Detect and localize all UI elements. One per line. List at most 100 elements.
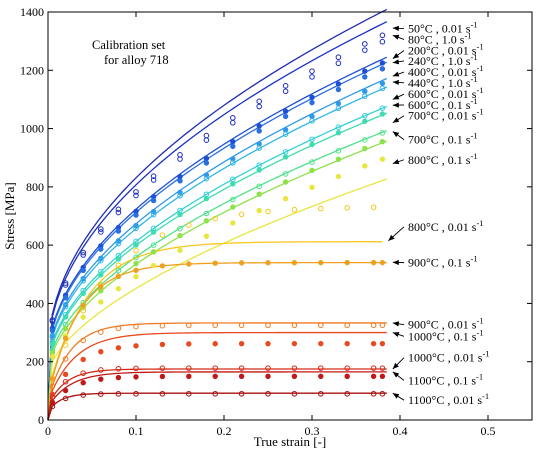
series-label-12: 900°C , 0.1 s-1 bbox=[408, 254, 478, 270]
series-label-main: 600°C , 0.1 s bbox=[408, 98, 471, 112]
data-point bbox=[133, 267, 139, 274]
data-point bbox=[62, 371, 69, 378]
data-point bbox=[177, 192, 183, 199]
model-curve-5 bbox=[47, 86, 388, 421]
data-point bbox=[379, 138, 386, 145]
series-label-main: 1100°C , 0.1 s bbox=[408, 373, 476, 387]
data-point bbox=[370, 322, 377, 329]
data-point bbox=[49, 399, 56, 406]
series-label-7: 600°C , 0.1 s-1 bbox=[408, 96, 478, 112]
data-point bbox=[230, 204, 236, 210]
series-label-9: 700°C , 0.1 s-1 bbox=[408, 131, 478, 147]
data-point bbox=[98, 329, 104, 335]
axes-layer: 0 0.1 0.2 0.3 0.4 0.5 0 200 400 600 800 1000 1200 140… bbox=[20, 5, 532, 438]
data-point bbox=[115, 240, 122, 247]
data-point bbox=[177, 232, 183, 239]
data-point bbox=[212, 373, 218, 379]
data-point bbox=[265, 365, 271, 371]
annotation-arrowhead bbox=[388, 234, 395, 241]
data-point bbox=[177, 247, 183, 254]
data-point bbox=[379, 32, 386, 39]
data-point bbox=[98, 391, 104, 397]
series-label-main: 900°C , 0.01 s bbox=[408, 318, 477, 332]
series-label-2: 200°C , 0.01 s-1 bbox=[408, 41, 484, 57]
series-label-sup: -1 bbox=[470, 151, 477, 161]
data-point bbox=[62, 295, 69, 301]
data-point bbox=[49, 327, 56, 333]
data-point bbox=[49, 318, 56, 324]
data-point bbox=[80, 267, 86, 274]
data-point bbox=[282, 88, 289, 95]
data-point bbox=[133, 365, 139, 372]
series-label-sup: -1 bbox=[482, 349, 489, 359]
model-curve-6 bbox=[47, 105, 388, 421]
series-label-4: 400°C , 0.01 s-1 bbox=[408, 63, 484, 79]
data-point bbox=[309, 94, 315, 100]
data-point bbox=[379, 80, 386, 87]
series-label-sup: -1 bbox=[476, 85, 483, 95]
data-point bbox=[212, 322, 218, 329]
data-point bbox=[379, 111, 386, 117]
data-point bbox=[256, 145, 263, 151]
data-point bbox=[49, 353, 56, 360]
data-point bbox=[335, 60, 342, 67]
data-point bbox=[379, 38, 386, 45]
data-point bbox=[282, 108, 289, 114]
series-label-main: 700°C , 0.1 s bbox=[408, 133, 471, 147]
series-label-1: 80°C , 1.0 s-1 bbox=[408, 30, 472, 46]
data-point bbox=[265, 208, 271, 215]
data-point bbox=[150, 229, 157, 235]
data-point bbox=[133, 225, 139, 232]
data-point bbox=[265, 340, 271, 347]
y-axis-title: Stress [MPa] bbox=[2, 182, 17, 250]
series-label-sup: -1 bbox=[482, 391, 489, 401]
series-label-0: 50°C , 0.01 s-1 bbox=[408, 20, 478, 36]
series-label-6: 600°C , 0.01 s-1 bbox=[408, 85, 484, 101]
data-point bbox=[203, 137, 210, 143]
data-point bbox=[49, 333, 56, 340]
data-point bbox=[159, 322, 166, 329]
data-point bbox=[159, 373, 166, 380]
series-label-main: 50°C , 0.01 s bbox=[408, 22, 471, 36]
y-tick-label: 400 bbox=[26, 296, 44, 310]
data-point bbox=[309, 184, 315, 191]
data-point bbox=[256, 183, 263, 190]
data-point bbox=[282, 196, 289, 202]
data-point bbox=[49, 341, 56, 347]
data-point bbox=[362, 74, 368, 80]
data-point bbox=[282, 83, 289, 89]
x-tick-label: 0.1 bbox=[129, 424, 144, 438]
points-layer bbox=[49, 32, 386, 410]
data-point bbox=[212, 341, 218, 347]
data-point bbox=[115, 285, 122, 292]
data-point bbox=[62, 387, 69, 394]
data-point bbox=[62, 395, 69, 402]
data-point bbox=[212, 260, 218, 266]
x-tick-label: 0 bbox=[45, 424, 51, 438]
data-point bbox=[238, 365, 245, 371]
data-point bbox=[379, 390, 386, 397]
data-point bbox=[49, 376, 56, 382]
data-point bbox=[256, 207, 262, 214]
data-point bbox=[230, 196, 236, 203]
x-tick-label: 0.3 bbox=[305, 424, 320, 438]
data-point bbox=[238, 340, 245, 347]
y-tick-label: 1000 bbox=[20, 122, 44, 136]
data-point bbox=[62, 325, 69, 332]
data-point bbox=[309, 141, 315, 148]
y-tick-label: 800 bbox=[26, 180, 44, 194]
y-tick-label: 0 bbox=[38, 413, 44, 427]
data-point bbox=[115, 228, 122, 234]
data-point bbox=[256, 98, 263, 105]
data-point bbox=[80, 337, 86, 344]
data-point bbox=[133, 247, 139, 254]
series-label-main: 400°C , 0.01 s bbox=[408, 65, 477, 79]
data-point bbox=[133, 242, 139, 248]
data-point bbox=[230, 143, 236, 150]
data-point bbox=[256, 123, 262, 129]
data-point bbox=[309, 74, 315, 80]
data-point bbox=[203, 175, 210, 182]
data-point bbox=[133, 390, 139, 397]
series-label-sup: -1 bbox=[476, 327, 483, 337]
data-point bbox=[98, 299, 104, 305]
